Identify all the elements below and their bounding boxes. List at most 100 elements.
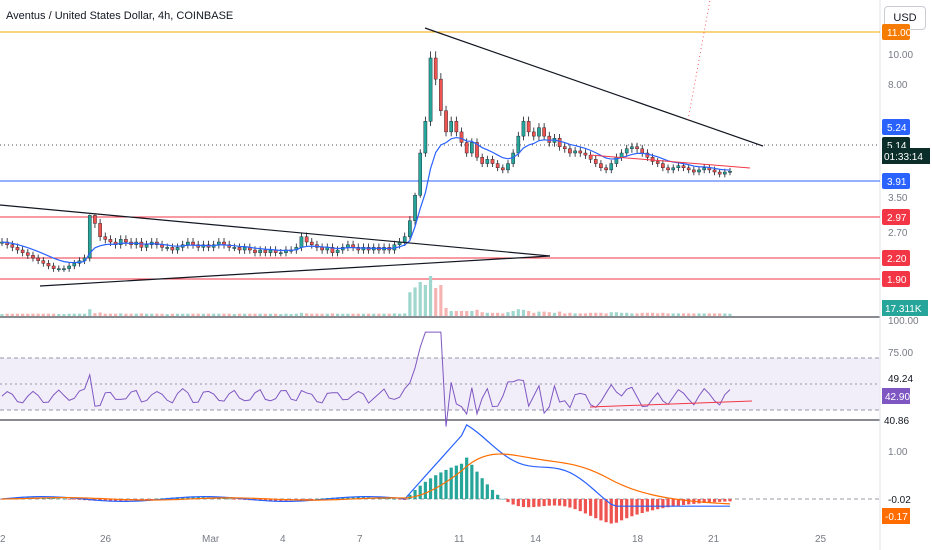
macd-histogram-bar — [263, 499, 267, 501]
candle — [609, 163, 614, 171]
candle — [402, 236, 407, 243]
candle — [98, 223, 102, 237]
volume-bar — [501, 313, 505, 316]
macd-histogram-bar — [465, 457, 469, 499]
volume-bar — [181, 313, 185, 316]
macd-histogram-bar — [558, 499, 562, 506]
x-tick-label: Mar — [202, 534, 220, 545]
macd-histogram-bar — [563, 499, 567, 507]
volume-bar — [392, 313, 396, 316]
volume-bar — [77, 313, 82, 316]
volume-bar — [165, 314, 169, 316]
countdown-label: 01:33:14 — [884, 152, 923, 163]
macd-histogram-bar — [191, 497, 195, 499]
candle — [712, 169, 717, 173]
y-tick-label: 2.70 — [888, 228, 908, 239]
volume-bar — [423, 285, 427, 316]
x-tick-label: 14 — [530, 534, 542, 545]
candle — [423, 121, 428, 154]
candle — [537, 127, 541, 137]
volume-bar — [160, 313, 164, 316]
volume-bar — [728, 313, 732, 316]
volume-bar — [268, 313, 273, 316]
candle — [346, 244, 350, 248]
x-tick-label: 11 — [454, 534, 465, 545]
volume-bar — [155, 313, 159, 316]
candle — [56, 268, 61, 271]
macd-histogram-bar — [578, 499, 582, 512]
candle — [562, 146, 567, 149]
macd-histogram-bar — [697, 499, 701, 504]
volume-bar — [330, 313, 335, 316]
volume-bar — [366, 313, 371, 316]
candle — [36, 257, 40, 261]
volume-bar — [5, 313, 9, 316]
volume-bar — [687, 313, 691, 316]
candle — [583, 152, 588, 156]
x-tick-label: 2 — [0, 534, 6, 545]
volume-bar — [697, 313, 701, 316]
candle — [144, 244, 149, 248]
candle — [46, 263, 51, 267]
macd-histogram-bar — [77, 499, 82, 500]
macd-histogram-bar — [150, 499, 154, 500]
macd-histogram-bar — [113, 499, 118, 502]
candle — [573, 150, 577, 154]
macd-histogram-bar — [676, 499, 680, 506]
price-label: 5.24 — [887, 123, 907, 134]
macd-histogram-bar — [103, 499, 107, 502]
candle — [408, 220, 412, 237]
volume-bar — [103, 313, 107, 316]
candle — [242, 247, 247, 251]
macd-histogram-bar — [506, 499, 510, 503]
candle — [170, 247, 175, 251]
volume-bar — [578, 313, 582, 316]
volume-bar — [88, 309, 92, 316]
macd-histogram-bar — [470, 464, 474, 499]
macd-histogram-bar — [552, 499, 557, 506]
volume-bar — [284, 313, 288, 316]
volume-bar — [656, 313, 660, 316]
volume-bar — [57, 314, 61, 316]
candle — [630, 146, 634, 149]
macd-histogram-bar — [356, 497, 360, 499]
macd-histogram-bar — [532, 499, 536, 508]
volume-bar — [289, 314, 293, 316]
volume-bar — [588, 312, 593, 316]
candle — [640, 148, 645, 154]
volume-bar — [274, 313, 278, 316]
volume-bar — [382, 313, 386, 316]
rsi-low-label: 40.86 — [884, 416, 909, 427]
price-label-bg — [882, 119, 910, 135]
macd-histogram-bar — [681, 499, 686, 506]
candle — [433, 57, 438, 80]
macd-line — [1, 424, 730, 507]
y-tick-label: 10.00 — [888, 50, 913, 61]
macd-histogram-bar — [181, 497, 185, 499]
macd-histogram-bar — [274, 499, 278, 502]
candle — [676, 165, 681, 169]
candle — [464, 142, 469, 154]
volume-bar — [346, 313, 350, 316]
volume-bar — [144, 313, 149, 316]
volume-bar — [83, 313, 87, 316]
macd-histogram-bar — [155, 498, 159, 500]
volume-bar — [10, 313, 14, 316]
macd-signal-bg — [882, 508, 910, 524]
macd-histogram-bar — [501, 498, 505, 500]
volume-bar — [609, 312, 613, 316]
volume-bar — [341, 313, 345, 316]
volume-bar — [31, 313, 35, 316]
candle — [490, 159, 495, 164]
rsi-value-label: 42.90 — [885, 392, 910, 403]
countdown-bg — [882, 148, 930, 164]
trendline-descending — [424, 27, 764, 147]
macd-histogram-bar — [392, 498, 396, 500]
volume-bar — [403, 313, 407, 316]
volume-bar — [547, 312, 551, 316]
candle — [31, 255, 35, 259]
candle — [723, 171, 727, 175]
macd-histogram-bar — [712, 499, 717, 503]
volume-bar — [258, 313, 262, 316]
